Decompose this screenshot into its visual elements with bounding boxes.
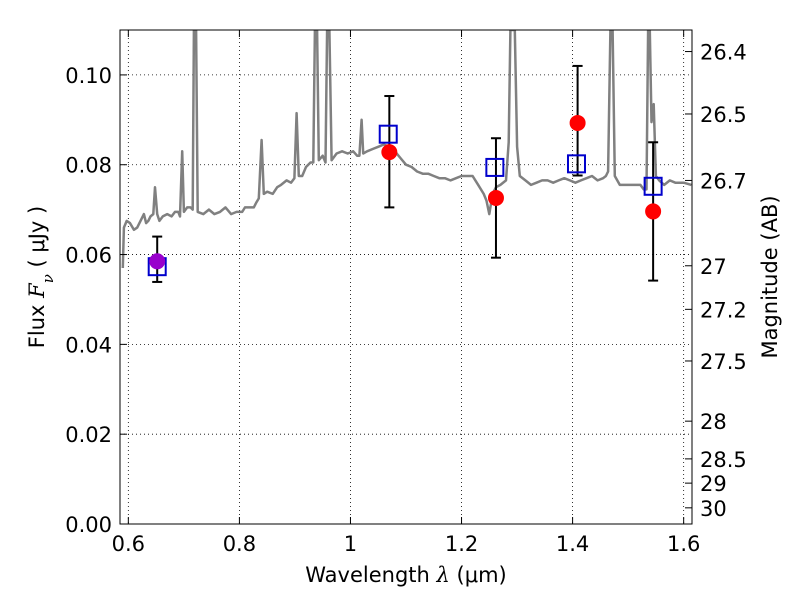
model-photometry-square [643, 176, 663, 196]
y2-tick-label: 26.5 [700, 103, 747, 127]
tick-labels: 0.6 0.8 1 1.2 1.4 1.6 0.00 0.02 0.04 0.06 0.08 0.10… [65, 41, 747, 556]
ticks [120, 30, 692, 525]
y2-tick-label: 26.4 [700, 41, 747, 65]
x-tick-label: 0.8 [223, 532, 256, 556]
x-tick-label: 1.6 [667, 532, 700, 556]
x-tick-label: 1.4 [556, 532, 589, 556]
y2-tick-label: 29 [700, 472, 727, 496]
x-tick-label: 1.2 [445, 532, 478, 556]
y2-tick-label: 30 [700, 497, 727, 521]
model-spectrum-line [121, 30, 692, 269]
x-tick-label: 0.6 [112, 532, 145, 556]
model-spectrum-layer [121, 30, 692, 269]
x-tick-label: 1 [344, 532, 357, 556]
y-tick-label: 0.08 [65, 154, 112, 178]
y-axis-label: Flux Fν ( μJy ) [25, 206, 57, 348]
observed-photometry-point [569, 114, 586, 131]
observed-photometry-point [149, 253, 166, 270]
y-tick-label: 0.00 [65, 513, 112, 537]
observed-photometry-point [487, 189, 504, 206]
y2-axis-label: Magnitude (AB) [758, 195, 782, 358]
y-tick-label: 0.02 [65, 423, 112, 447]
observed-photometry-point [381, 144, 398, 161]
y-tick-label: 0.06 [65, 244, 112, 268]
marker-layer [147, 114, 663, 277]
x-axis-label: Wavelength λ (μm) [305, 563, 506, 587]
y2-tick-label: 27.2 [700, 298, 747, 322]
observed-photometry-point [645, 203, 662, 220]
y2-tick-label: 26.7 [700, 169, 747, 193]
plot-frame [119, 29, 693, 525]
model-photometry-square [378, 124, 398, 144]
model-photometry-square [485, 157, 505, 177]
y2-tick-label: 28.5 [700, 448, 747, 472]
y2-tick-label: 27 [700, 255, 727, 279]
y2-tick-label: 27.5 [700, 350, 747, 374]
model-photometry-square [566, 154, 586, 174]
y2-tick-label: 28 [700, 410, 727, 434]
y-tick-label: 0.04 [65, 333, 112, 357]
y-tick-label: 0.10 [65, 64, 112, 88]
